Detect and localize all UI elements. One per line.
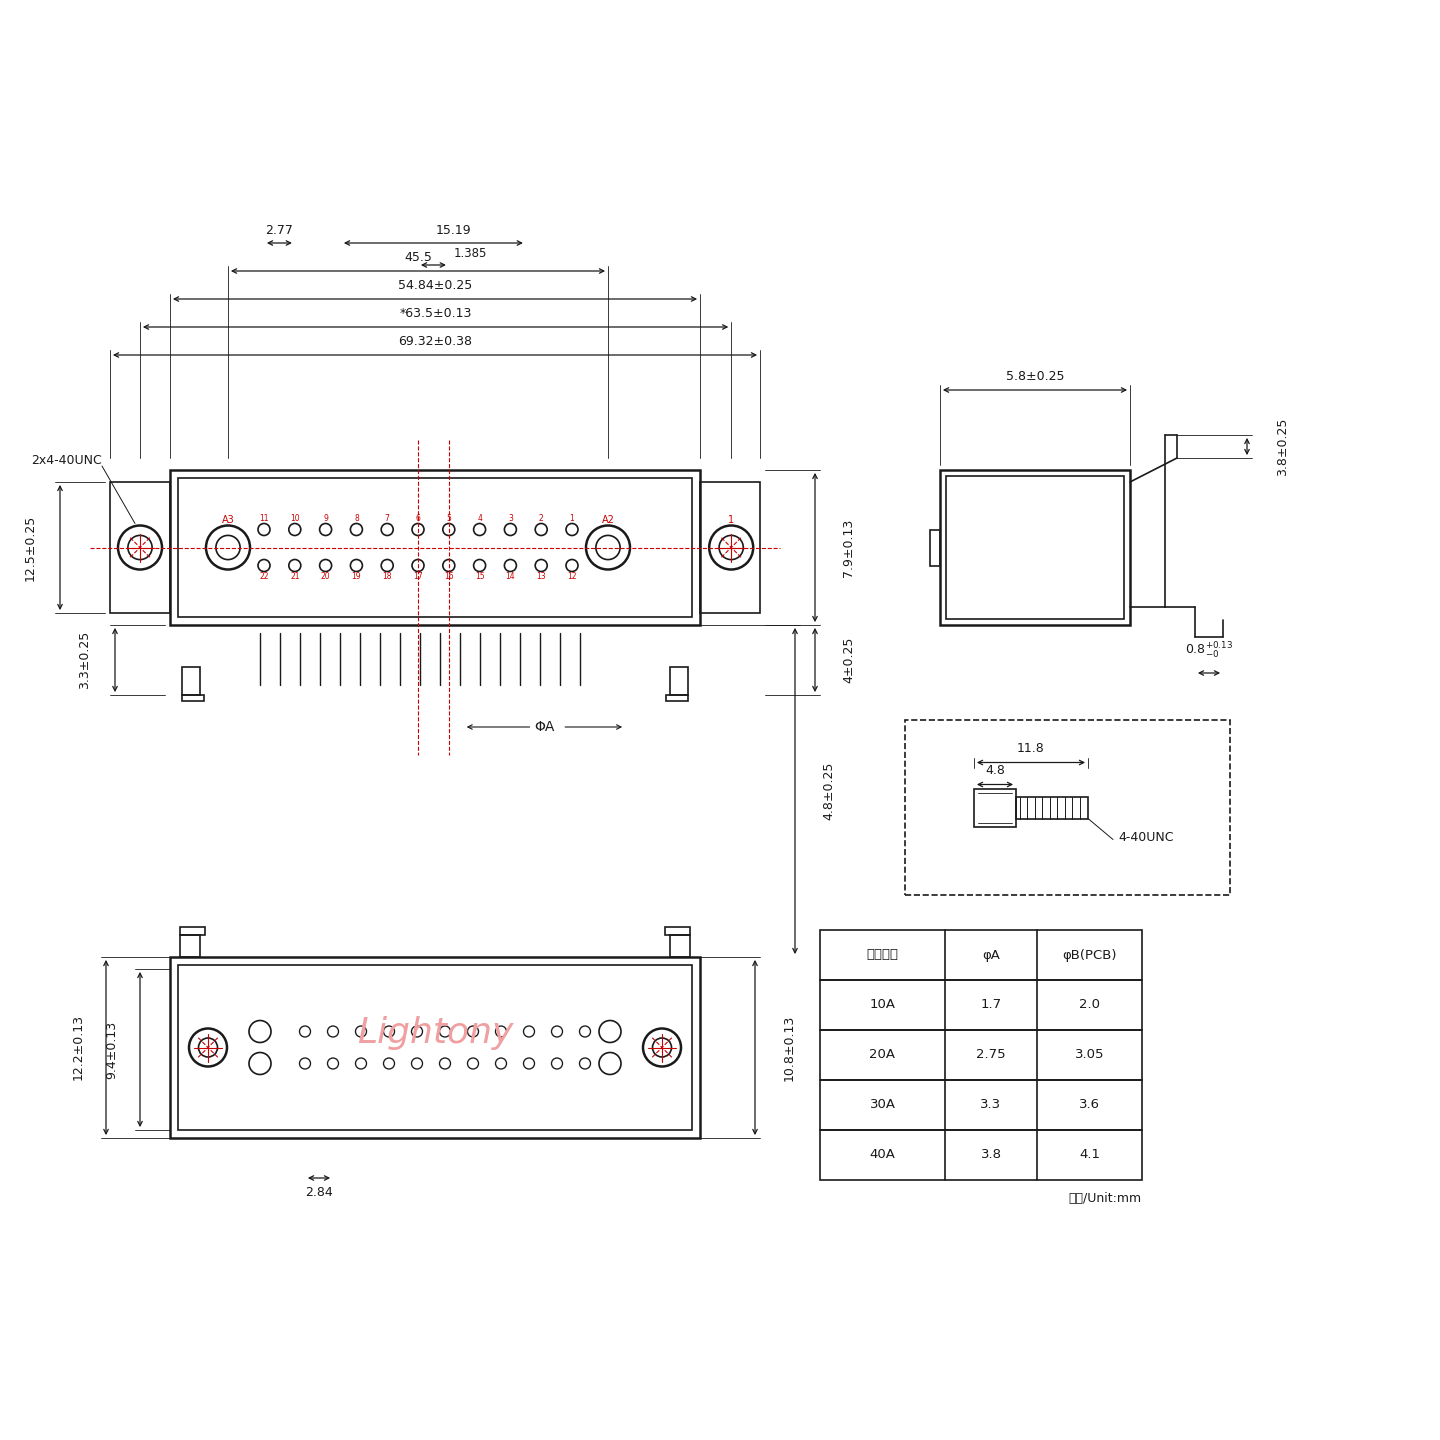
Text: 18: 18 bbox=[383, 572, 392, 580]
Text: 7: 7 bbox=[384, 514, 390, 523]
Text: 14: 14 bbox=[505, 572, 516, 580]
Text: 20A: 20A bbox=[870, 1048, 896, 1061]
Text: 10: 10 bbox=[289, 514, 300, 523]
Bar bbox=[946, 477, 1125, 619]
Text: φA: φA bbox=[982, 949, 999, 962]
Bar bbox=[700, 482, 760, 613]
Text: 40A: 40A bbox=[870, 1149, 896, 1162]
Text: 16: 16 bbox=[444, 572, 454, 580]
Text: 1.7: 1.7 bbox=[981, 998, 1002, 1011]
Text: 2.84: 2.84 bbox=[305, 1185, 333, 1198]
Text: $0.8^{+0.13}_{-0}$: $0.8^{+0.13}_{-0}$ bbox=[1185, 641, 1233, 661]
Text: 1: 1 bbox=[570, 514, 575, 523]
Text: 6: 6 bbox=[416, 514, 420, 523]
Text: φB(PCB): φB(PCB) bbox=[1063, 949, 1117, 962]
Text: 5.8±0.25: 5.8±0.25 bbox=[1005, 370, 1064, 383]
Bar bbox=[819, 930, 1142, 981]
Bar bbox=[670, 667, 688, 696]
Text: 54.84±0.25: 54.84±0.25 bbox=[397, 278, 472, 291]
Text: 2x4-40UNC: 2x4-40UNC bbox=[32, 454, 102, 467]
Text: 2.75: 2.75 bbox=[976, 1048, 1005, 1061]
Bar bbox=[179, 965, 693, 1130]
Text: ΦA: ΦA bbox=[534, 720, 554, 734]
Text: 3.3±0.25: 3.3±0.25 bbox=[79, 631, 92, 690]
Text: 19: 19 bbox=[351, 572, 361, 580]
Text: 4±0.25: 4±0.25 bbox=[842, 636, 855, 683]
Bar bbox=[930, 530, 940, 566]
Text: 9: 9 bbox=[323, 514, 328, 523]
Text: 11.8: 11.8 bbox=[1017, 742, 1045, 755]
Bar bbox=[819, 981, 1142, 1030]
Bar bbox=[181, 667, 200, 696]
Text: 45.5: 45.5 bbox=[405, 251, 432, 264]
Text: 4.1: 4.1 bbox=[1079, 1149, 1100, 1162]
Text: 9.4±0.13: 9.4±0.13 bbox=[105, 1021, 118, 1079]
Text: 3: 3 bbox=[508, 514, 513, 523]
Bar bbox=[940, 469, 1130, 625]
Bar bbox=[170, 469, 700, 625]
Text: 4: 4 bbox=[477, 514, 482, 523]
Text: 12.2±0.13: 12.2±0.13 bbox=[72, 1015, 85, 1080]
Text: 1.385: 1.385 bbox=[454, 246, 487, 259]
Bar bbox=[665, 696, 688, 701]
Text: 11: 11 bbox=[259, 514, 269, 523]
Text: 单位/Unit:mm: 单位/Unit:mm bbox=[1068, 1191, 1142, 1204]
Text: 30A: 30A bbox=[870, 1099, 896, 1112]
Text: 8: 8 bbox=[354, 514, 359, 523]
Bar bbox=[180, 927, 204, 935]
Text: 12.5±0.25: 12.5±0.25 bbox=[23, 514, 36, 580]
Text: 2.77: 2.77 bbox=[265, 223, 294, 236]
Bar bbox=[670, 935, 690, 958]
Text: 额定电流: 额定电流 bbox=[867, 949, 899, 962]
Text: 7.9±0.13: 7.9±0.13 bbox=[842, 518, 855, 576]
Text: 2: 2 bbox=[539, 514, 543, 523]
Text: 4.8: 4.8 bbox=[985, 765, 1005, 778]
Text: 13: 13 bbox=[536, 572, 546, 580]
Bar bbox=[904, 720, 1230, 896]
Bar bbox=[180, 935, 200, 958]
Text: 3.8: 3.8 bbox=[981, 1149, 1001, 1162]
Text: 3.6: 3.6 bbox=[1079, 1099, 1100, 1112]
Text: 15.19: 15.19 bbox=[435, 223, 471, 236]
Text: 4-40UNC: 4-40UNC bbox=[1117, 831, 1174, 844]
Text: 3.3: 3.3 bbox=[981, 1099, 1002, 1112]
Text: 17: 17 bbox=[413, 572, 423, 580]
Bar bbox=[819, 1080, 1142, 1130]
Text: 12: 12 bbox=[567, 572, 577, 580]
Bar bbox=[665, 927, 690, 935]
Text: A2: A2 bbox=[602, 514, 615, 524]
Text: 3.05: 3.05 bbox=[1074, 1048, 1104, 1061]
Text: Lightony: Lightony bbox=[357, 1015, 513, 1050]
Bar bbox=[1017, 796, 1089, 818]
Text: 21: 21 bbox=[289, 572, 300, 580]
Text: 10.8±0.13: 10.8±0.13 bbox=[782, 1014, 795, 1080]
Text: 2.0: 2.0 bbox=[1079, 998, 1100, 1011]
Bar bbox=[170, 958, 700, 1138]
Text: 69.32±0.38: 69.32±0.38 bbox=[397, 334, 472, 347]
Text: 4.8±0.25: 4.8±0.25 bbox=[822, 762, 835, 821]
Bar bbox=[179, 478, 693, 616]
Text: 22: 22 bbox=[259, 572, 269, 580]
Bar bbox=[181, 696, 204, 701]
Text: A3: A3 bbox=[222, 514, 235, 524]
Text: 3.8±0.25: 3.8±0.25 bbox=[1276, 418, 1289, 475]
Bar bbox=[973, 789, 1017, 827]
Text: *63.5±0.13: *63.5±0.13 bbox=[399, 307, 472, 320]
Text: 20: 20 bbox=[321, 572, 330, 580]
Bar bbox=[819, 1030, 1142, 1080]
Bar bbox=[109, 482, 170, 613]
Bar bbox=[819, 1130, 1142, 1179]
Text: 15: 15 bbox=[475, 572, 484, 580]
Text: 10A: 10A bbox=[870, 998, 896, 1011]
Text: 1: 1 bbox=[729, 514, 734, 524]
Text: 5: 5 bbox=[446, 514, 451, 523]
